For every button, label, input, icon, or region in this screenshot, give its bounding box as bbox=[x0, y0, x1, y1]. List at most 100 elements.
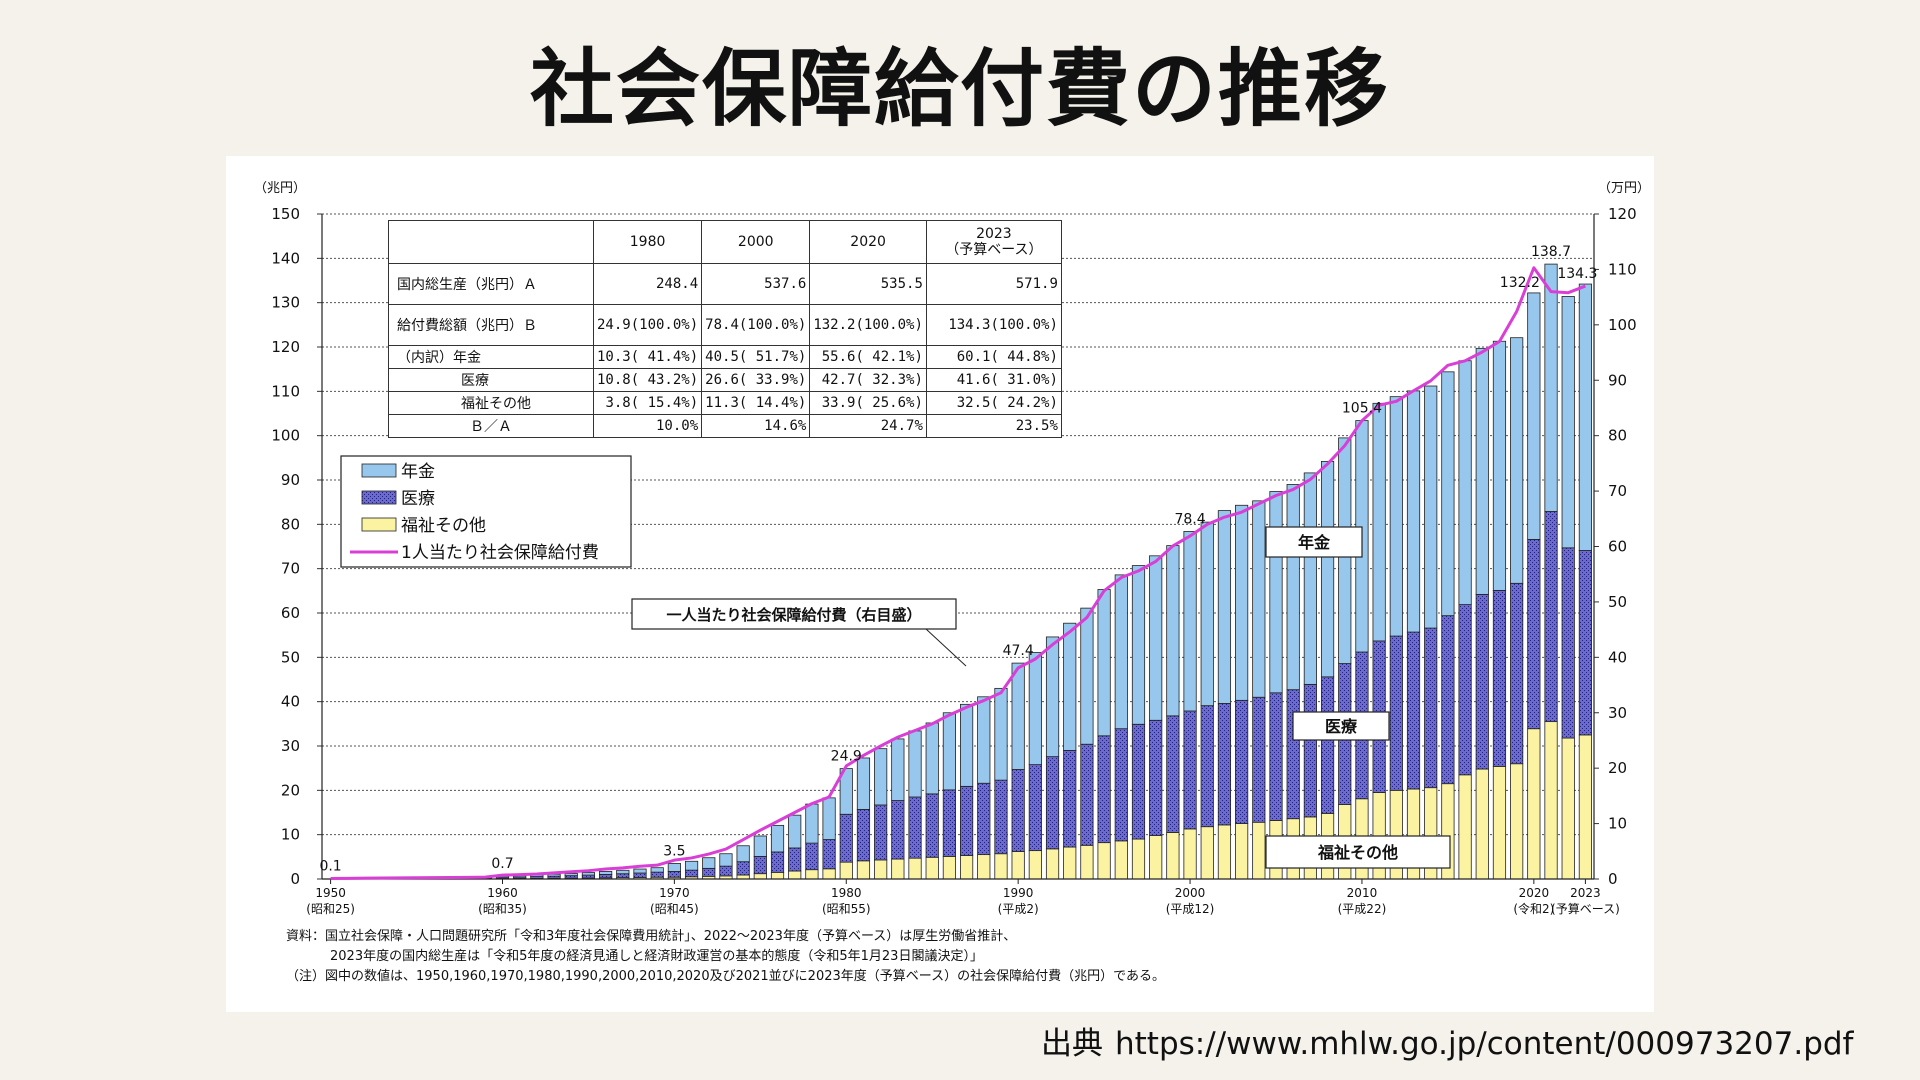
bar-segment-年金 bbox=[1286, 484, 1300, 691]
bar-segment-福祉その他 bbox=[1149, 835, 1163, 880]
welfare-region-label-box bbox=[1265, 835, 1451, 869]
bar-segment-医療 bbox=[856, 808, 871, 862]
bar-segment-医療 bbox=[1389, 635, 1403, 791]
data-label: 0.7 bbox=[491, 856, 513, 872]
bar-segment-年金 bbox=[1406, 390, 1421, 633]
bar-segment-福祉その他 bbox=[1492, 765, 1507, 880]
bar-segment-年金 bbox=[805, 803, 819, 844]
y-left-tick-label: 100 bbox=[271, 427, 300, 445]
bar-segment-医療 bbox=[719, 865, 733, 877]
y-right-tick-label: 80 bbox=[1608, 427, 1627, 445]
bar-segment-福祉その他 bbox=[977, 854, 991, 880]
y-left-tick-label: 120 bbox=[271, 338, 300, 356]
bar-segment-福祉その他 bbox=[1045, 848, 1060, 880]
bar-segment-医療 bbox=[977, 782, 991, 856]
bar-segment-医療 bbox=[874, 804, 888, 861]
table-row-label: Ｂ／Ａ bbox=[388, 414, 594, 438]
table-header-cell: 2000 bbox=[701, 220, 811, 264]
legend-label: 福祉その他 bbox=[401, 516, 486, 536]
bar-segment-医療 bbox=[788, 847, 802, 872]
y-left-tick-label: 90 bbox=[281, 471, 300, 489]
x-tick-label: 2000 bbox=[1175, 886, 1206, 900]
table-row: 医療 10.8( 43.2%) 26.6( 33.9%) 42.7( 32.3%… bbox=[388, 368, 1062, 392]
bar-segment-年金 bbox=[1217, 510, 1232, 704]
table-cell: 26.6( 33.9%) bbox=[701, 368, 811, 392]
bar-segment-福祉その他 bbox=[1131, 838, 1146, 880]
bar-segment-福祉その他 bbox=[1235, 823, 1249, 880]
bar-segment-医療 bbox=[581, 874, 596, 879]
bar-segment-年金 bbox=[650, 867, 664, 873]
bar-segment-年金 bbox=[1544, 263, 1558, 512]
table-cell: 248.4 bbox=[592, 263, 703, 305]
bar-segment-医療 bbox=[1235, 699, 1249, 824]
bar-segment-福祉その他 bbox=[856, 860, 871, 880]
per-capita-callout: 一人当たり社会保障給付費（右目盛） bbox=[666, 606, 921, 624]
bar-segment-年金 bbox=[1166, 545, 1180, 717]
chart-notes: 資料：国立社会保障・人口問題研究所「令和3年度社会保障費用統計」、2022～20… bbox=[286, 927, 1165, 987]
table-cell: 537.6 bbox=[701, 263, 811, 305]
y-right-tick-label: 20 bbox=[1608, 759, 1627, 777]
bar-segment-医療 bbox=[1303, 683, 1317, 818]
data-label: 47.4 bbox=[1003, 643, 1034, 659]
page-title: 社会保障給付費の推移 bbox=[529, 40, 1390, 138]
table-cell: 24.7% bbox=[809, 414, 927, 438]
bar-segment-年金 bbox=[1320, 460, 1335, 678]
bar-segment-医療 bbox=[1063, 750, 1077, 848]
bar-segment-年金 bbox=[684, 860, 699, 871]
bar-segment-医療 bbox=[1097, 735, 1111, 844]
bar-segment-医療 bbox=[942, 789, 956, 857]
x-tick-label: 1960 bbox=[487, 886, 518, 900]
bar-segment-年金 bbox=[822, 797, 836, 840]
bar-segment-医療 bbox=[1492, 589, 1507, 767]
bar-segment-年金 bbox=[925, 722, 939, 795]
bar-segment-福祉その他 bbox=[1544, 721, 1558, 880]
y-left-tick-label: 150 bbox=[271, 205, 300, 223]
bar-segment-医療 bbox=[753, 855, 767, 875]
medical-region-label-box bbox=[1292, 711, 1390, 741]
table-row: 国内総生産（兆円）Ａ 248.4 537.6 535.5 571.9 bbox=[388, 263, 1062, 305]
medical-region-label: 医療 bbox=[1325, 717, 1358, 736]
bar-segment-年金 bbox=[581, 872, 596, 876]
bar-segment-医療 bbox=[599, 874, 613, 879]
legend-swatch bbox=[361, 490, 397, 505]
table-cell: 134.3(100.0%) bbox=[925, 304, 1062, 346]
per-capita-callout-box bbox=[631, 598, 957, 630]
bar-segment-医療 bbox=[1269, 692, 1283, 821]
bar-segment-年金 bbox=[1492, 340, 1507, 591]
table-cell: 23.5% bbox=[925, 414, 1062, 438]
bar-segment-福祉その他 bbox=[1527, 728, 1541, 880]
x-tick-sublabel: (昭和25) bbox=[306, 902, 355, 916]
note-line: （注）図中の数値は、1950,1960,1970,1980,1990,2000,… bbox=[286, 969, 1165, 984]
data-label: 132.2 bbox=[1500, 275, 1540, 291]
bar-segment-年金 bbox=[1063, 622, 1077, 751]
bar-segment-福祉その他 bbox=[874, 859, 888, 880]
table-header-note: （予算ベース） bbox=[945, 242, 1043, 258]
bar-segment-医療 bbox=[1320, 676, 1335, 814]
bar-segment-年金 bbox=[1475, 347, 1489, 595]
bar-segment-福祉その他 bbox=[1561, 737, 1575, 880]
bar-segment-医療 bbox=[891, 800, 905, 860]
bar-segment-年金 bbox=[891, 738, 905, 801]
bar-segment-年金 bbox=[1028, 652, 1042, 766]
source-url[interactable]: https://www.mhlw.go.jp/content/000973207… bbox=[1115, 1026, 1854, 1062]
y-right-tick-label: 40 bbox=[1608, 648, 1627, 666]
y-right-tick-label: 100 bbox=[1608, 316, 1637, 334]
bar-segment-医療 bbox=[684, 869, 699, 878]
bar-segment-福祉その他 bbox=[1011, 851, 1025, 880]
table-row: 給付費総額（兆円）Ｂ 24.9(100.0%) 78.4(100.0%) 132… bbox=[388, 304, 1062, 346]
bar-segment-福祉その他 bbox=[908, 857, 922, 880]
bar-segment-医療 bbox=[702, 867, 716, 877]
bar-segment-福祉その他 bbox=[1097, 842, 1111, 880]
table-row-label: 医療 bbox=[388, 368, 594, 392]
x-tick-label: 1990 bbox=[1003, 886, 1034, 900]
per-capita-callout-leader bbox=[925, 628, 967, 667]
bar-segment-年金 bbox=[1252, 500, 1266, 698]
bar-segment-医療 bbox=[1200, 705, 1214, 828]
bar-segment-福祉その他 bbox=[925, 856, 939, 880]
bar-segment-医療 bbox=[805, 842, 819, 871]
table-header-cell: 2023 （予算ベース） bbox=[925, 220, 1062, 264]
bar-segment-医療 bbox=[1080, 743, 1094, 846]
x-tick-label: 1950 bbox=[315, 886, 346, 900]
bar-segment-福祉その他 bbox=[1510, 763, 1524, 880]
bar-segment-医療 bbox=[839, 813, 853, 863]
